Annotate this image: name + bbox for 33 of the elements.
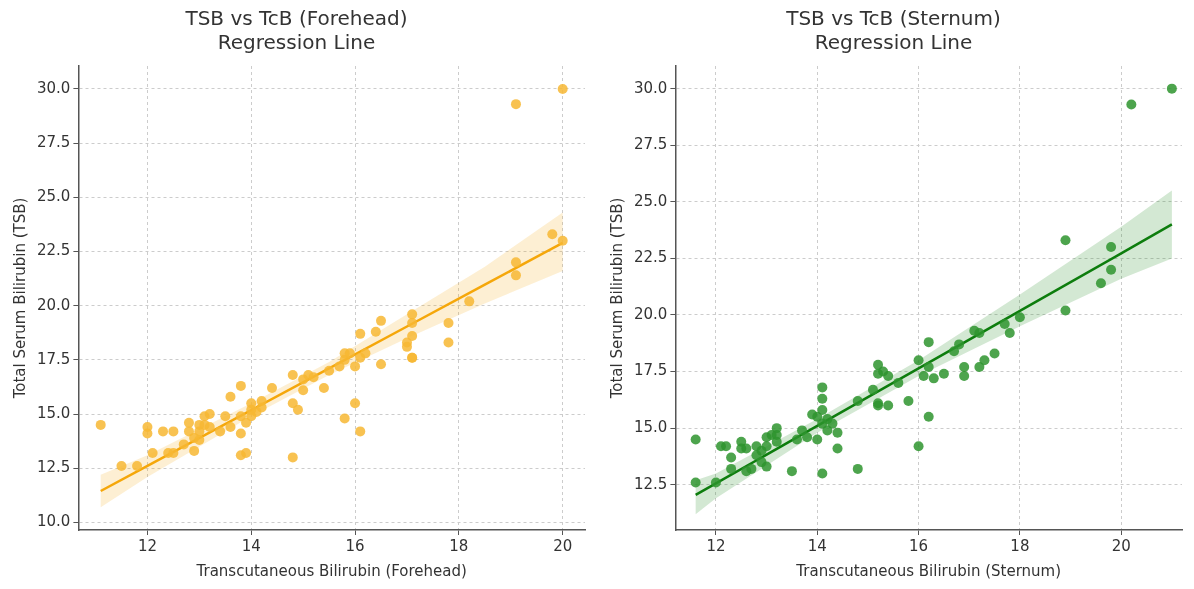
y-tick-label: 20.0	[633, 304, 668, 323]
x-tick-label: 18	[1010, 536, 1030, 555]
x-tick-label: 16	[345, 536, 365, 555]
y-tick-label: 20.0	[36, 295, 71, 314]
x-tick-label: 12	[137, 536, 157, 555]
y-tick-label: 27.5	[36, 133, 71, 152]
y-tick-label: 17.5	[36, 349, 71, 368]
y-axis-title: Total Serum Bilirubin (TSB)	[10, 197, 29, 400]
x-axis-title: Transcutaneous Bilirubin (Forehead)	[195, 561, 467, 580]
y-tick-label: 25.0	[633, 191, 668, 210]
x-tick-label: 12	[706, 536, 726, 555]
y-tick-label: 25.0	[36, 187, 71, 206]
y-axis-title: Total Serum Bilirubin (TSB)	[607, 197, 626, 400]
y-tick-label: 22.5	[36, 241, 71, 260]
y-tick-label: 22.5	[633, 248, 668, 267]
y-tick-label: 15.0	[633, 418, 668, 437]
y-tick-label: 30.0	[633, 78, 668, 97]
y-tick-label: 17.5	[633, 361, 668, 380]
y-tick-label: 30.0	[36, 78, 71, 97]
y-tick-label: 27.5	[633, 135, 668, 154]
y-tick-label: 12.5	[633, 474, 668, 493]
x-tick-label: 20	[553, 536, 573, 555]
y-tick-label: 12.5	[36, 458, 71, 477]
x-tick-label: 16	[909, 536, 929, 555]
x-tick-label: 14	[241, 536, 261, 555]
x-tick-label: 18	[449, 536, 469, 555]
chart-title: TSB vs TcB (Sternum) Regression Line	[785, 6, 1001, 55]
x-tick-label: 14	[807, 536, 827, 555]
y-tick-label: 15.0	[36, 403, 71, 422]
x-axis-title: Transcutaneous Bilirubin (Sternum)	[795, 561, 1062, 580]
y-tick-label: 10.0	[36, 512, 71, 531]
chart-title: TSB vs TcB (Forehead) Regression Line	[184, 6, 408, 55]
x-tick-label: 20	[1111, 536, 1131, 555]
